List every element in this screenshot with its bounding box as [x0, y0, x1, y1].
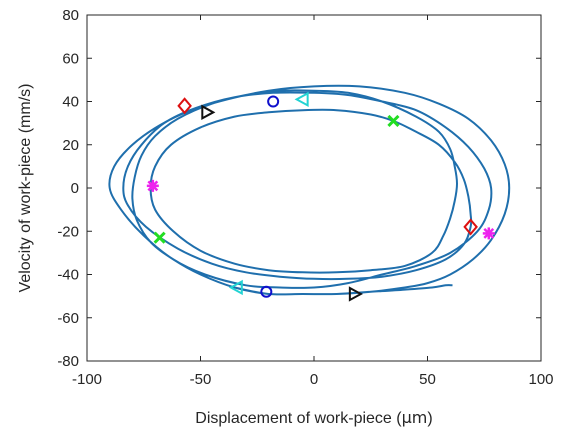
x-tick-label: 50 [419, 371, 436, 388]
marker-triangle-right [348, 286, 363, 302]
marker-diamond [463, 218, 478, 236]
x-tick-label: -50 [190, 371, 212, 388]
marker-triangle-left [294, 91, 309, 108]
y-tick-label: 80 [62, 7, 79, 24]
x-tick-label: 0 [310, 371, 318, 388]
marker-triangle-left [228, 279, 243, 296]
y-tick-label: -40 [57, 267, 79, 284]
y-tick-label: 40 [62, 94, 79, 111]
y-tick-label: 0 [71, 180, 79, 197]
x-axis-label: Displacement of work-piece (μm) [195, 408, 432, 427]
plot-area [86, 14, 542, 362]
marker-triangle-right [201, 104, 216, 120]
y-axis-label: Velocity of work-piece (mm/s) [17, 84, 34, 293]
marker-layer [146, 91, 495, 302]
x-tick-label: -100 [72, 371, 102, 388]
y-tick-label: 20 [62, 137, 79, 154]
y-axis: -80 -60 -40 -20 0 20 40 60 80 [57, 7, 541, 370]
x-tick-label: 100 [528, 371, 553, 388]
marker-cross [153, 231, 166, 244]
y-tick-label: -60 [57, 310, 79, 327]
y-tick-label: -80 [57, 353, 79, 370]
marker-diamond [177, 97, 192, 115]
marker-asterisk [482, 227, 495, 240]
marker-cross [387, 114, 400, 128]
marker-asterisk [146, 179, 159, 192]
marker-circle [260, 285, 273, 298]
marker-circle [267, 95, 280, 108]
y-tick-label: -20 [57, 223, 79, 240]
x-axis: -100 -50 0 50 100 [72, 15, 554, 388]
y-tick-label: 60 [62, 50, 79, 67]
